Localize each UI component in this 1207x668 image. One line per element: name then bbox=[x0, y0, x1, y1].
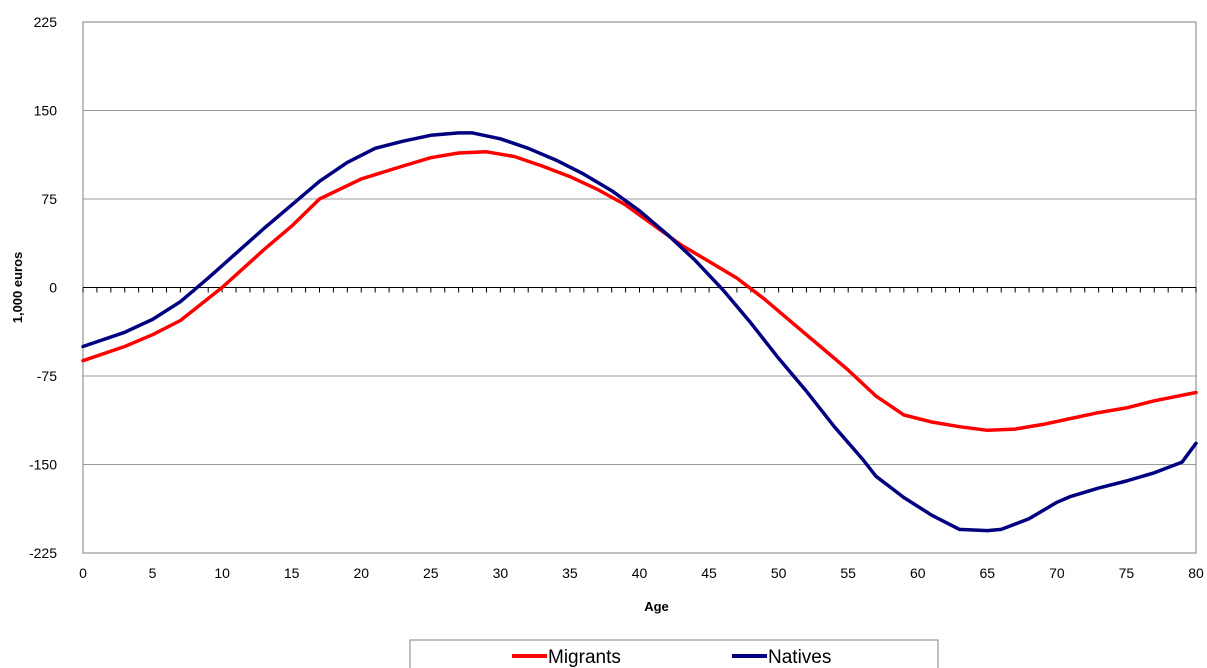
legend-box bbox=[409, 639, 939, 668]
x-tick-label: 35 bbox=[562, 565, 578, 581]
legend: Migrants Natives bbox=[409, 639, 939, 668]
y-tick-labels: -225 -150 -75 0 75 150 225 bbox=[29, 14, 57, 561]
y-tick-label: -75 bbox=[37, 368, 57, 384]
y-tick-label: -225 bbox=[29, 545, 57, 561]
x-tick-label: 0 bbox=[79, 565, 87, 581]
y-tick-label: 225 bbox=[34, 14, 58, 30]
x-tick-label: 75 bbox=[1119, 565, 1135, 581]
x-tick-label: 25 bbox=[423, 565, 439, 581]
x-tick-label: 55 bbox=[840, 565, 856, 581]
x-tick-label: 60 bbox=[910, 565, 926, 581]
y-axis-title: 1,000 euros bbox=[10, 252, 25, 324]
x-tick-label: 45 bbox=[701, 565, 717, 581]
x-axis bbox=[82, 287, 1197, 293]
legend-label-migrants: Migrants bbox=[548, 647, 621, 668]
y-tick-label: 75 bbox=[41, 191, 57, 207]
x-tick-label: 30 bbox=[493, 565, 509, 581]
x-tick-label: 20 bbox=[353, 565, 369, 581]
x-tick-label: 80 bbox=[1188, 565, 1204, 581]
x-tick-labels: 0 5 10 15 20 25 30 35 40 45 50 55 60 65 70 75 80 bbox=[79, 565, 1204, 581]
series-line-natives bbox=[81, 131, 1198, 533]
x-tick-label: 15 bbox=[284, 565, 300, 581]
series-lines bbox=[81, 131, 1198, 533]
x-tick-label: 40 bbox=[632, 565, 648, 581]
y-tick-label: 0 bbox=[49, 280, 57, 296]
legend-label-natives: Natives bbox=[768, 647, 831, 668]
x-tick-label: 5 bbox=[149, 565, 157, 581]
x-tick-label: 65 bbox=[980, 565, 996, 581]
y-tick-label: -150 bbox=[29, 457, 57, 473]
x-tick-label: 70 bbox=[1049, 565, 1065, 581]
y-tick-label: 150 bbox=[34, 103, 58, 119]
x-tick-label: 50 bbox=[771, 565, 787, 581]
x-axis-title: Age bbox=[644, 599, 669, 614]
x-tick-label: 10 bbox=[214, 565, 230, 581]
